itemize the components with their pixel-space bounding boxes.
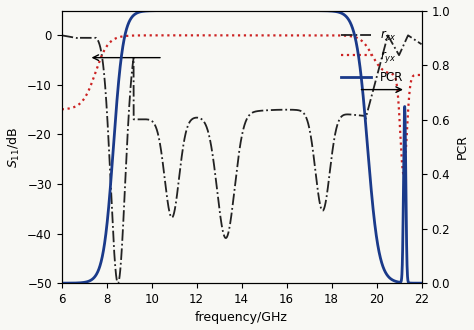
X-axis label: frequency/GHz: frequency/GHz	[195, 312, 288, 324]
$r_{yx}$	[320, 33, 326, 37]
PCR	[213, 9, 219, 13]
$r_{xx}$	[419, 42, 424, 46]
PCR	[408, 281, 413, 285]
$r_{xx}$	[408, 35, 413, 39]
$r_{xx}$	[213, 177, 219, 181]
Y-axis label: PCR: PCR	[456, 134, 468, 159]
$r_{xx}$	[115, 281, 121, 285]
$r_{xx}$	[210, 155, 216, 159]
$r_{yx}$	[408, 81, 413, 85]
PCR	[230, 9, 236, 13]
Line: $r_{xx}$: $r_{xx}$	[62, 35, 421, 283]
$r_{yx}$	[230, 33, 236, 37]
PCR	[390, 278, 395, 282]
$r_{xx}$	[320, 209, 326, 213]
$r_{xx}$	[230, 202, 236, 206]
PCR	[210, 9, 216, 13]
$r_{yx}$	[213, 33, 219, 37]
$r_{yx}$	[59, 107, 64, 111]
$r_{yx}$	[390, 72, 395, 76]
PCR	[59, 281, 64, 285]
PCR	[320, 9, 326, 13]
$r_{xx}$	[390, 42, 395, 46]
Legend: $r_{xx}$, $r_{yx}$, PCR: $r_{xx}$, $r_{yx}$, PCR	[337, 25, 409, 89]
Line: $r_{yx}$: $r_{yx}$	[62, 35, 421, 174]
$r_{yx}$	[242, 33, 247, 37]
$r_{yx}$	[401, 172, 406, 176]
Line: PCR: PCR	[62, 11, 421, 283]
$r_{yx}$	[419, 73, 424, 77]
PCR	[419, 281, 424, 285]
Y-axis label: $S_{11}$/dB: $S_{11}$/dB	[6, 126, 22, 168]
$r_{xx}$	[59, 33, 64, 37]
PCR	[230, 9, 236, 13]
$r_{yx}$	[210, 33, 216, 37]
